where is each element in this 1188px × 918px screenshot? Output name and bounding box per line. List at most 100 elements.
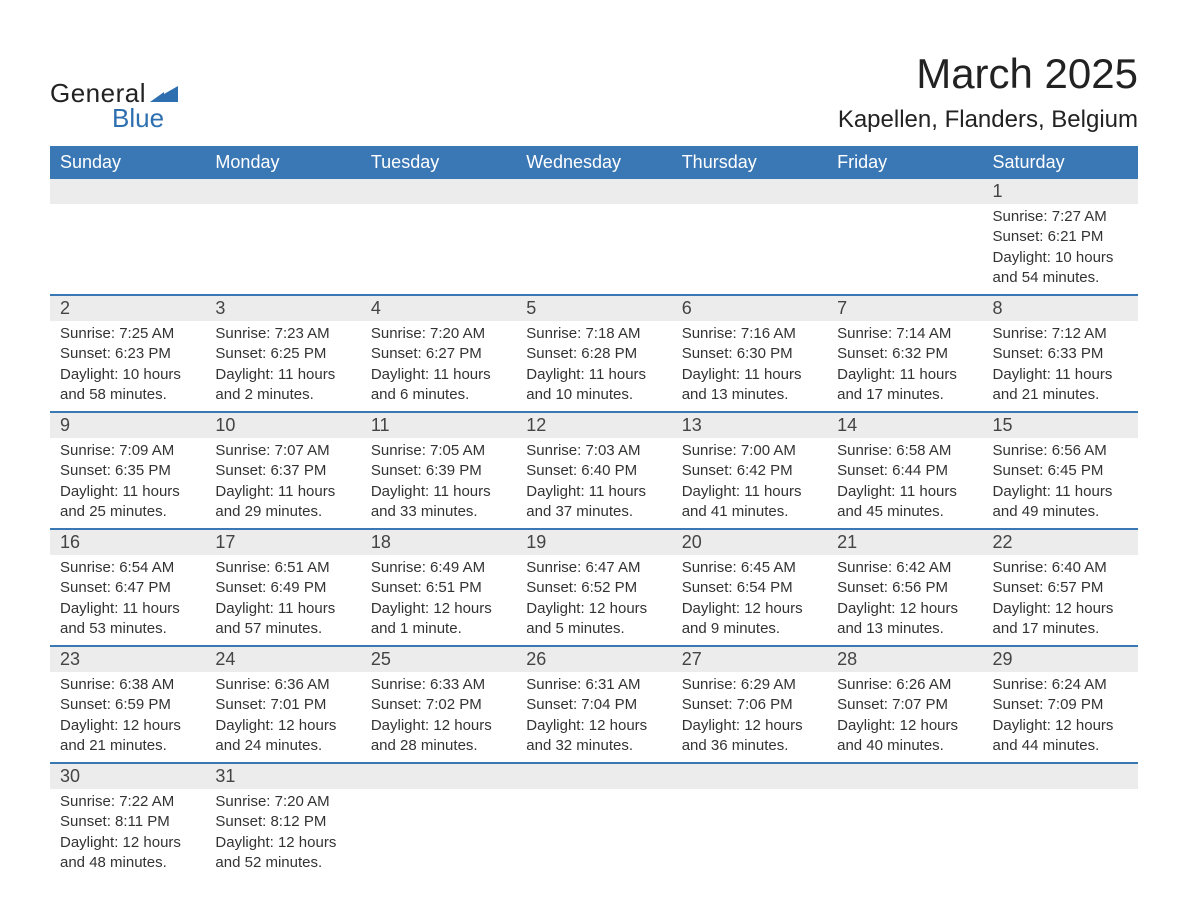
day-number bbox=[516, 179, 671, 204]
day-body: Sunrise: 6:38 AMSunset: 6:59 PMDaylight:… bbox=[50, 672, 205, 762]
day-body: Sunrise: 6:42 AMSunset: 6:56 PMDaylight:… bbox=[827, 555, 982, 645]
day-sunrise: Sunrise: 6:47 AM bbox=[526, 558, 661, 578]
day-body: Sunrise: 7:00 AMSunset: 6:42 PMDaylight:… bbox=[672, 438, 827, 528]
day-daylight2: and 37 minutes. bbox=[526, 502, 661, 522]
calendar-table: Sunday Monday Tuesday Wednesday Thursday… bbox=[50, 146, 1138, 879]
day-body bbox=[205, 204, 360, 294]
day-daylight2: and 6 minutes. bbox=[371, 385, 506, 405]
calendar-cell: 24Sunrise: 6:36 AMSunset: 7:01 PMDayligh… bbox=[205, 646, 360, 763]
day-number: 5 bbox=[516, 296, 671, 321]
day-sunrise: Sunrise: 6:29 AM bbox=[682, 675, 817, 695]
calendar-cell bbox=[516, 763, 671, 879]
day-sunrise: Sunrise: 7:12 AM bbox=[993, 324, 1128, 344]
calendar-cell: 5Sunrise: 7:18 AMSunset: 6:28 PMDaylight… bbox=[516, 295, 671, 412]
calendar-week-row: 2Sunrise: 7:25 AMSunset: 6:23 PMDaylight… bbox=[50, 295, 1138, 412]
day-body bbox=[361, 204, 516, 294]
day-body bbox=[516, 789, 671, 879]
calendar-cell: 9Sunrise: 7:09 AMSunset: 6:35 PMDaylight… bbox=[50, 412, 205, 529]
day-number: 12 bbox=[516, 413, 671, 438]
day-body: Sunrise: 6:33 AMSunset: 7:02 PMDaylight:… bbox=[361, 672, 516, 762]
calendar-cell: 3Sunrise: 7:23 AMSunset: 6:25 PMDaylight… bbox=[205, 295, 360, 412]
day-sunrise: Sunrise: 7:03 AM bbox=[526, 441, 661, 461]
day-body bbox=[827, 789, 982, 879]
calendar-cell: 23Sunrise: 6:38 AMSunset: 6:59 PMDayligh… bbox=[50, 646, 205, 763]
calendar-week-row: 16Sunrise: 6:54 AMSunset: 6:47 PMDayligh… bbox=[50, 529, 1138, 646]
day-daylight2: and 17 minutes. bbox=[993, 619, 1128, 639]
day-body: Sunrise: 6:29 AMSunset: 7:06 PMDaylight:… bbox=[672, 672, 827, 762]
day-sunrise: Sunrise: 7:23 AM bbox=[215, 324, 350, 344]
calendar-cell bbox=[361, 763, 516, 879]
day-sunset: Sunset: 6:27 PM bbox=[371, 344, 506, 364]
day-daylight1: Daylight: 10 hours bbox=[993, 248, 1128, 268]
day-daylight1: Daylight: 12 hours bbox=[215, 833, 350, 853]
day-body: Sunrise: 6:49 AMSunset: 6:51 PMDaylight:… bbox=[361, 555, 516, 645]
day-daylight2: and 41 minutes. bbox=[682, 502, 817, 522]
day-daylight1: Daylight: 11 hours bbox=[60, 599, 195, 619]
day-sunrise: Sunrise: 7:25 AM bbox=[60, 324, 195, 344]
day-daylight1: Daylight: 12 hours bbox=[526, 599, 661, 619]
day-number: 22 bbox=[983, 530, 1138, 555]
day-sunset: Sunset: 6:25 PM bbox=[215, 344, 350, 364]
day-sunset: Sunset: 6:49 PM bbox=[215, 578, 350, 598]
day-sunrise: Sunrise: 6:26 AM bbox=[837, 675, 972, 695]
day-daylight2: and 44 minutes. bbox=[993, 736, 1128, 756]
day-body: Sunrise: 7:18 AMSunset: 6:28 PMDaylight:… bbox=[516, 321, 671, 411]
day-sunrise: Sunrise: 7:27 AM bbox=[993, 207, 1128, 227]
calendar-cell: 30Sunrise: 7:22 AMSunset: 8:11 PMDayligh… bbox=[50, 763, 205, 879]
day-number bbox=[983, 764, 1138, 789]
brand-text-blue: Blue bbox=[112, 103, 164, 134]
day-number: 15 bbox=[983, 413, 1138, 438]
day-sunset: Sunset: 7:06 PM bbox=[682, 695, 817, 715]
calendar-cell bbox=[516, 179, 671, 295]
calendar-cell: 29Sunrise: 6:24 AMSunset: 7:09 PMDayligh… bbox=[983, 646, 1138, 763]
day-sunset: Sunset: 6:54 PM bbox=[682, 578, 817, 598]
day-number bbox=[205, 179, 360, 204]
day-number: 18 bbox=[361, 530, 516, 555]
day-daylight1: Daylight: 11 hours bbox=[837, 365, 972, 385]
day-sunset: Sunset: 6:21 PM bbox=[993, 227, 1128, 247]
day-body: Sunrise: 6:24 AMSunset: 7:09 PMDaylight:… bbox=[983, 672, 1138, 762]
calendar-cell bbox=[827, 179, 982, 295]
day-number: 13 bbox=[672, 413, 827, 438]
calendar-cell: 17Sunrise: 6:51 AMSunset: 6:49 PMDayligh… bbox=[205, 529, 360, 646]
calendar-cell: 2Sunrise: 7:25 AMSunset: 6:23 PMDaylight… bbox=[50, 295, 205, 412]
day-number: 10 bbox=[205, 413, 360, 438]
day-sunrise: Sunrise: 6:36 AM bbox=[215, 675, 350, 695]
day-body: Sunrise: 6:54 AMSunset: 6:47 PMDaylight:… bbox=[50, 555, 205, 645]
day-number: 14 bbox=[827, 413, 982, 438]
day-body: Sunrise: 6:36 AMSunset: 7:01 PMDaylight:… bbox=[205, 672, 360, 762]
day-body: Sunrise: 7:09 AMSunset: 6:35 PMDaylight:… bbox=[50, 438, 205, 528]
day-body bbox=[361, 789, 516, 879]
day-sunrise: Sunrise: 7:20 AM bbox=[371, 324, 506, 344]
calendar-cell bbox=[50, 179, 205, 295]
day-sunset: Sunset: 6:35 PM bbox=[60, 461, 195, 481]
weekday-header: Wednesday bbox=[516, 146, 671, 179]
day-body: Sunrise: 7:20 AMSunset: 8:12 PMDaylight:… bbox=[205, 789, 360, 879]
calendar-cell bbox=[827, 763, 982, 879]
day-sunset: Sunset: 6:40 PM bbox=[526, 461, 661, 481]
calendar-cell: 1 Sunrise: 7:27 AMSunset: 6:21 PMDaylight… bbox=[983, 179, 1138, 295]
day-daylight2: and 9 minutes. bbox=[682, 619, 817, 639]
day-sunrise: Sunrise: 6:31 AM bbox=[526, 675, 661, 695]
day-sunrise: Sunrise: 6:45 AM bbox=[682, 558, 817, 578]
day-number: 1 bbox=[983, 179, 1138, 204]
day-sunrise: Sunrise: 7:05 AM bbox=[371, 441, 506, 461]
calendar-cell: 8Sunrise: 7:12 AMSunset: 6:33 PMDaylight… bbox=[983, 295, 1138, 412]
day-number: 27 bbox=[672, 647, 827, 672]
calendar-cell: 22Sunrise: 6:40 AMSunset: 6:57 PMDayligh… bbox=[983, 529, 1138, 646]
day-number bbox=[827, 764, 982, 789]
day-daylight2: and 29 minutes. bbox=[215, 502, 350, 522]
day-sunrise: Sunrise: 7:00 AM bbox=[682, 441, 817, 461]
day-sunset: Sunset: 6:51 PM bbox=[371, 578, 506, 598]
calendar-cell: 11Sunrise: 7:05 AMSunset: 6:39 PMDayligh… bbox=[361, 412, 516, 529]
calendar-cell: 12Sunrise: 7:03 AMSunset: 6:40 PMDayligh… bbox=[516, 412, 671, 529]
day-body: Sunrise: 7:07 AMSunset: 6:37 PMDaylight:… bbox=[205, 438, 360, 528]
day-sunset: Sunset: 6:56 PM bbox=[837, 578, 972, 598]
day-daylight2: and 2 minutes. bbox=[215, 385, 350, 405]
day-daylight2: and 10 minutes. bbox=[526, 385, 661, 405]
day-sunrise: Sunrise: 6:40 AM bbox=[993, 558, 1128, 578]
day-daylight1: Daylight: 11 hours bbox=[60, 482, 195, 502]
day-daylight1: Daylight: 11 hours bbox=[682, 482, 817, 502]
calendar-cell: 15Sunrise: 6:56 AMSunset: 6:45 PMDayligh… bbox=[983, 412, 1138, 529]
day-sunset: Sunset: 7:07 PM bbox=[837, 695, 972, 715]
